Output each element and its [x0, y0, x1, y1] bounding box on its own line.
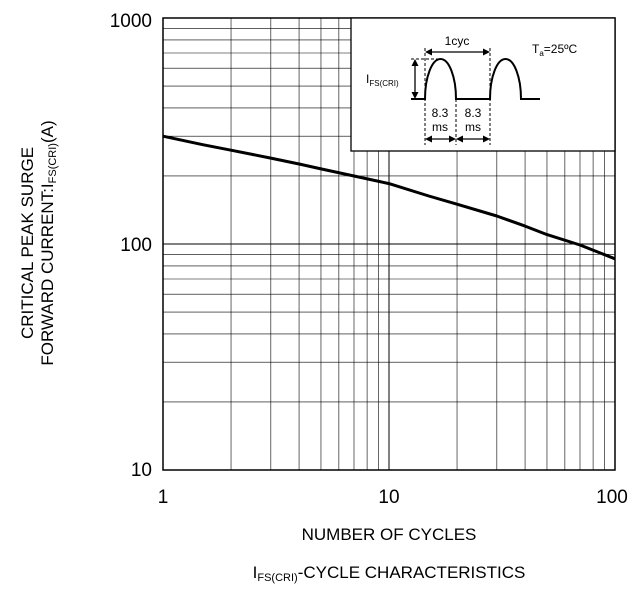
y-tick-label: 1000: [110, 11, 152, 32]
inset-amplitude-label: IFS(CRI): [366, 72, 399, 88]
arrowhead: [483, 48, 490, 56]
inset-waveform: [411, 58, 540, 100]
x-tick-label: 1: [158, 487, 169, 508]
inset-width-value: 8.3: [432, 106, 449, 120]
inset-frame: [350, 17, 616, 152]
inset-diagram: 1cyc IFS(CRI) 8.3 ms 8.3 ms Ta=25ºC: [350, 17, 616, 152]
y-tick-label: 10: [131, 460, 152, 481]
arrowhead: [411, 59, 419, 66]
y-axis-label-line2: FORWARD CURRENT:IFS(CRI)(A): [38, 120, 59, 365]
arrowhead: [425, 48, 432, 56]
x-axis-label: NUMBER OF CYCLES: [302, 525, 477, 544]
x-tick-label: 10: [378, 487, 399, 508]
arrowhead: [483, 135, 490, 143]
arrowhead: [456, 135, 463, 143]
y-tick-label: 100: [120, 235, 152, 256]
inset-gap-unit: ms: [465, 120, 481, 134]
series-line: [162, 134, 616, 261]
inset-width-unit: ms: [432, 120, 448, 134]
caption: IFS(CRI)-CYCLE CHARACTERISTICS: [253, 563, 526, 584]
inset-condition-label: Ta=25ºC: [532, 42, 578, 58]
x-tick-label: 100: [596, 487, 628, 508]
inset-period-label: 1cyc: [445, 34, 470, 48]
arrowhead: [411, 92, 419, 99]
arrowhead: [425, 135, 432, 143]
arrowhead: [449, 135, 456, 143]
inset-gap-value: 8.3: [465, 106, 482, 120]
y-axis-label-line1: CRITICAL PEAK SURGE: [18, 147, 37, 339]
